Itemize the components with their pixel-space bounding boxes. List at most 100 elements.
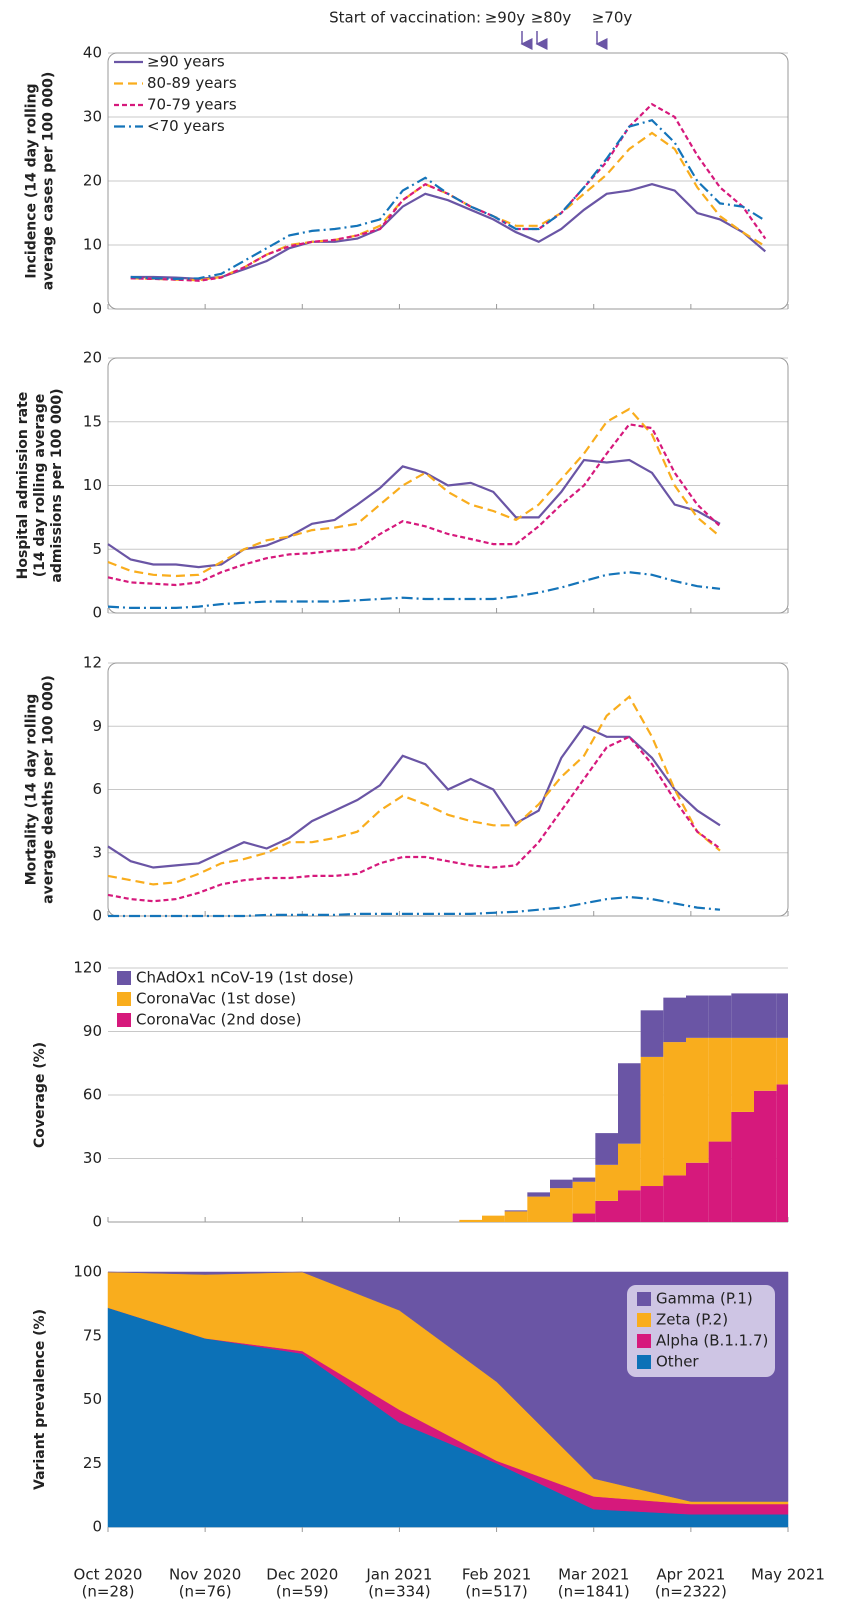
legend-swatch: [637, 1334, 651, 1348]
coverage-step: [640, 1056, 664, 1187]
series-line: [107, 458, 721, 569]
coverage-step: [754, 1090, 777, 1222]
series-line: [107, 735, 721, 903]
series-line: [107, 407, 721, 578]
coverage-step: [731, 1111, 754, 1222]
coverage-step: [708, 1141, 732, 1222]
y-tick-label: 75: [83, 1326, 102, 1344]
y-axis-label: Hospital admission rate: [15, 392, 31, 580]
coverage-step: [527, 1192, 550, 1197]
y-tick-label: 9: [92, 717, 102, 735]
series-line: [107, 695, 721, 886]
series-line: [130, 118, 766, 281]
y-tick-label: 90: [83, 1022, 102, 1040]
annotation: Start of vaccination:: [329, 9, 481, 27]
x-tick-label: Apr 2021: [656, 1566, 725, 1584]
x-tick-sublabel: (n=334): [368, 1583, 430, 1601]
legend-label: ChAdOx1 nCoV-19 (1st dose): [136, 969, 354, 987]
series-line: [108, 895, 721, 918]
y-tick-label: 12: [83, 654, 102, 672]
plot-frame: [107, 662, 789, 917]
legend-box: [627, 1285, 775, 1377]
legend-swatch: [637, 1292, 651, 1306]
annotation-label: ≥80y: [531, 9, 572, 27]
x-tick-sublabel: (n=76): [179, 1583, 232, 1601]
legend-label: ≥90 years: [147, 53, 225, 71]
coverage-step: [663, 1175, 686, 1222]
x-tick-label: May 2021: [751, 1566, 825, 1584]
coverage-step: [663, 1042, 686, 1176]
y-axis-label: admissions per 100 000): [49, 388, 65, 582]
plot-frame: [107, 357, 789, 614]
x-tick-sublabel: (n=1841): [558, 1583, 630, 1601]
coverage-step: [686, 995, 709, 1038]
y-tick-label: 20: [83, 349, 102, 367]
legend-label: CoronaVac (2nd dose): [136, 1011, 301, 1029]
x-tick-label: Oct 2020: [74, 1566, 143, 1584]
y-tick-label: 0: [92, 1518, 102, 1536]
coverage-step: [618, 1063, 641, 1144]
y-tick-label: 0: [92, 907, 102, 925]
series-line: [107, 724, 721, 869]
y-axis-label: Variant prevalence (%): [32, 1309, 48, 1490]
x-tick-label: Feb 2021: [462, 1566, 532, 1584]
coverage-step: [527, 1196, 550, 1222]
y-tick-label: 0: [92, 300, 102, 318]
x-tick-label: Jan 2021: [365, 1566, 432, 1584]
y-axis-label: Coverage (%): [32, 1042, 48, 1148]
legend-swatch: [637, 1355, 651, 1369]
y-axis-label: average deaths per 100 000): [41, 675, 57, 904]
y-tick-label: 25: [83, 1454, 102, 1472]
legend-label: Zeta (P.2): [656, 1311, 728, 1329]
y-axis-label: Mortality (14 day rolling: [24, 694, 40, 886]
series-line: [130, 131, 766, 282]
coverage-step: [572, 1181, 596, 1214]
coverage-step: [776, 1037, 788, 1085]
coverage-step: [550, 1188, 573, 1222]
y-tick-label: 3: [92, 843, 102, 861]
legend-swatch: [117, 1013, 131, 1027]
x-tick-sublabel: (n=28): [82, 1583, 135, 1601]
coverage-step: [754, 1037, 777, 1091]
y-tick-label: 60: [83, 1086, 102, 1104]
annotation-label: ≥70y: [592, 9, 633, 27]
coverage-step: [618, 1190, 641, 1222]
y-tick-label: 30: [83, 1149, 102, 1167]
legend-label: <70 years: [147, 117, 225, 135]
legend-label: Alpha (B.1.1.7): [656, 1332, 768, 1350]
coverage-step: [708, 995, 732, 1038]
y-tick-label: 0: [92, 604, 102, 622]
y-tick-label: 30: [83, 108, 102, 126]
coverage-step: [640, 1010, 664, 1057]
coverage-step: [686, 1162, 709, 1222]
coverage-step: [776, 1084, 788, 1222]
coverage-step: [572, 1177, 596, 1182]
legend-label: 80-89 years: [147, 74, 237, 92]
coverage-step: [482, 1215, 505, 1222]
y-axis-label: average cases per 100 000): [41, 72, 57, 291]
coverage-step: [640, 1186, 664, 1222]
coverage-step: [731, 993, 754, 1038]
series-line: [107, 423, 721, 587]
coverage-step: [754, 993, 777, 1038]
coverage-step: [686, 1037, 709, 1163]
x-tick-label: Dec 2020: [266, 1566, 338, 1584]
coverage-step: [731, 1037, 754, 1112]
coverage-step: [595, 1200, 618, 1222]
y-tick-label: 6: [92, 780, 102, 798]
legend-label: CoronaVac (1st dose): [136, 990, 296, 1008]
y-tick-label: 100: [73, 1263, 102, 1281]
legend-swatch: [637, 1313, 651, 1327]
y-tick-label: 10: [83, 476, 102, 494]
series-line: [107, 571, 721, 609]
coverage-step: [550, 1179, 573, 1189]
x-tick-sublabel: (n=2322): [655, 1583, 727, 1601]
coverage-step: [572, 1213, 596, 1222]
legend-label: Other: [656, 1353, 699, 1371]
y-tick-label: 15: [83, 412, 102, 430]
x-tick-sublabel: (n=517): [465, 1583, 527, 1601]
x-tick-sublabel: (n=59): [276, 1583, 329, 1601]
coverage-step: [618, 1143, 641, 1191]
coverage-step: [504, 1210, 528, 1212]
x-tick-label: Mar 2021: [558, 1566, 629, 1584]
